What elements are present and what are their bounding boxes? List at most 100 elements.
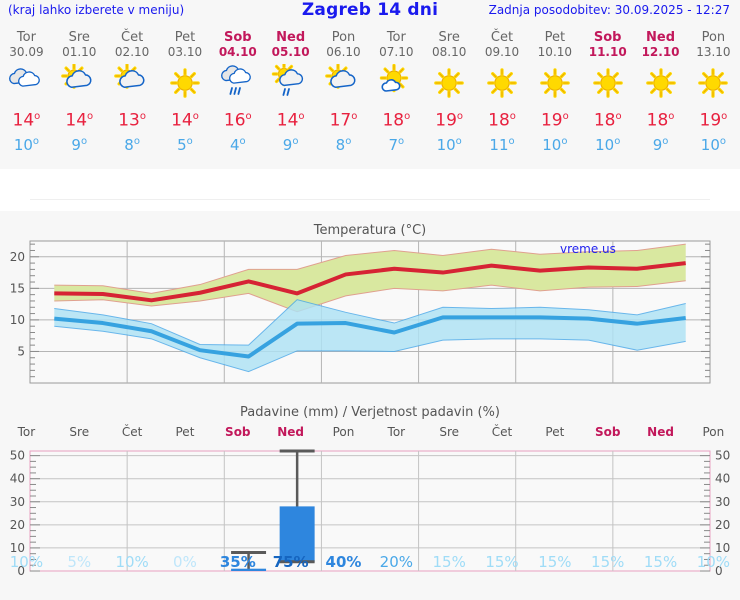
temperature-max-value: 18o [382,110,411,131]
precipitation-probability-value: 40% [325,553,362,571]
temperature-max-value: 18o [593,110,622,131]
day-column[interactable]: Tor 07.10 18o 7o [370,24,423,155]
day-column[interactable]: Pon 06.10 17o 8o [317,24,370,155]
watermark-vreme-us: vreme.us [560,242,616,256]
sunny-icon [634,62,687,102]
day-of-week-label: Pon [331,30,356,45]
precipitation-probability-value: 5% [67,553,92,571]
day-column[interactable]: Čet 09.10 18o 11o [476,24,529,155]
precipitation-day-label: Ned [647,425,674,439]
precipitation-day-label: Sob [594,425,621,439]
day-of-week-label: Čet [121,30,144,45]
svg-text:20: 20 [10,250,25,264]
section-separator [0,169,740,211]
day-of-week-label: Sre [438,30,460,45]
sunny-icon [528,62,581,102]
precipitation-day-label: Pon [702,425,725,439]
temperature-max-value: 19o [540,110,569,131]
temperature-max-value: 13o [118,110,146,131]
precipitation-day-label: Ned [277,425,305,439]
day-date-label: 08.10 [431,45,467,59]
temperature-min-value: 8o [335,135,352,154]
precipitation-probability-value: 15% [485,553,519,571]
svg-text:15: 15 [10,281,25,295]
day-of-week-label: Sob [223,30,252,45]
temperature-chart-title: Temperatura (°C) [313,223,427,238]
temperature-min-value: 10o [436,135,462,154]
sunny-icon [159,62,212,102]
precipitation-chart-title: Padavine (mm) / Verjetnost padavin (%) [240,405,500,420]
day-column[interactable]: Čet 02.10 13o 8o [106,24,159,155]
cloudy-icon [0,62,53,102]
temperature-max-value: 18o [646,110,675,131]
precipitation-probability-value: 10% [696,553,731,571]
svg-text:5: 5 [17,344,25,358]
svg-text:0: 0 [715,564,723,578]
precipitation-day-label: Sob [225,425,251,439]
svg-text:40: 40 [715,472,730,486]
page-title: Zagreb 14 dni [301,0,439,20]
temperature-max-value: 19o [435,110,464,131]
partly-sunny-icon [317,62,370,102]
svg-text:10: 10 [715,541,730,555]
svg-text:10: 10 [10,541,25,555]
day-column[interactable]: Ned 12.10 18o 9o [634,24,687,155]
day-of-week-label: Tor [386,30,406,45]
day-column[interactable]: Sre 01.10 14o 9o [53,24,106,155]
day-of-week-label: Pet [544,30,566,45]
temperature-max-value: 14o [12,110,41,131]
temperature-min-value: 9o [282,135,299,154]
precipitation-probability-value: 10% [115,553,149,571]
day-of-week-label: Pon [701,30,726,45]
precipitation-probability-value: 20% [379,553,413,571]
day-date-label: 09.10 [484,45,520,59]
precipitation-probability-value: 15% [643,553,678,571]
svg-text:30: 30 [715,495,730,509]
sun-rain-icon [264,62,317,102]
partly-sunny-icon [106,62,159,102]
precipitation-probability-value: 15% [432,553,466,571]
svg-text:30: 30 [10,495,25,509]
day-column[interactable]: Tor 30.09 14o 10o [0,24,53,155]
separator-hairline [30,199,710,200]
precipitation-probability-row: 10% 5% 10% 0% 35% 75% 40% 20% 15% 15% 15% 15% 15% 10% [0,553,740,571]
temperature-min-value: 9o [652,135,669,154]
svg-text:50: 50 [10,449,25,463]
svg-text:20: 20 [10,518,25,532]
sunny-icon [687,62,740,102]
temperature-chart: Temperatura (°C) 5 10 15 20 vreme.us [0,211,740,397]
day-date-label: 04.10 [218,45,257,59]
day-column[interactable]: Pet 10.10 19o 10o [528,24,581,155]
day-date-label: 02.10 [114,45,150,59]
precipitation-day-label: Čet [121,425,143,439]
temperature-min-value: 4o [229,135,246,154]
location-menu-note: (kraj lahko izberete v meniju) [8,3,185,17]
precipitation-day-label: Sre [439,425,459,439]
temperature-max-value: 14o [171,110,199,131]
svg-text:40: 40 [10,472,25,486]
precipitation-day-label: Pet [545,425,565,439]
daily-forecast-strip: Tor 30.09 14o 10o Sre 01.10 14o 9o Čet 02.10 13… [0,24,740,169]
temperature-max-value: 14o [65,110,94,131]
day-date-label: 30.09 [9,45,44,59]
temperature-min-value: 11o [489,135,515,154]
temperature-max-value: 18o [488,110,516,131]
precipitation-day-label: Sre [69,425,90,439]
temperature-min-value: 10o [542,135,568,154]
day-of-week-label: Tor [16,30,36,45]
day-column[interactable]: Sob 04.10 16o 4o [211,24,264,155]
day-column[interactable]: Sre 08.10 19o 10o [423,24,476,155]
temperature-min-value: 5o [177,135,193,154]
temperature-plot: 5 10 15 20 [10,240,711,384]
day-of-week-label: Ned [646,30,676,45]
precipitation-probability-value: 75% [272,553,309,571]
temperature-max-value: 17o [329,110,358,131]
day-columns: Tor 30.09 14o 10o Sre 01.10 14o 9o Čet 02.10 13… [0,24,740,155]
precipitation-day-label: Pet [175,425,195,439]
temperature-min-value: 7o [388,135,405,154]
day-column[interactable]: Sob 11.10 18o 10o [581,24,634,155]
day-column[interactable]: Ned 05.10 14o 9o [264,24,317,155]
day-date-label: 12.10 [641,45,680,59]
day-column[interactable]: Pet 03.10 14o 5o [159,24,212,155]
day-column[interactable]: Pon 13.10 19o 10o [687,24,740,155]
